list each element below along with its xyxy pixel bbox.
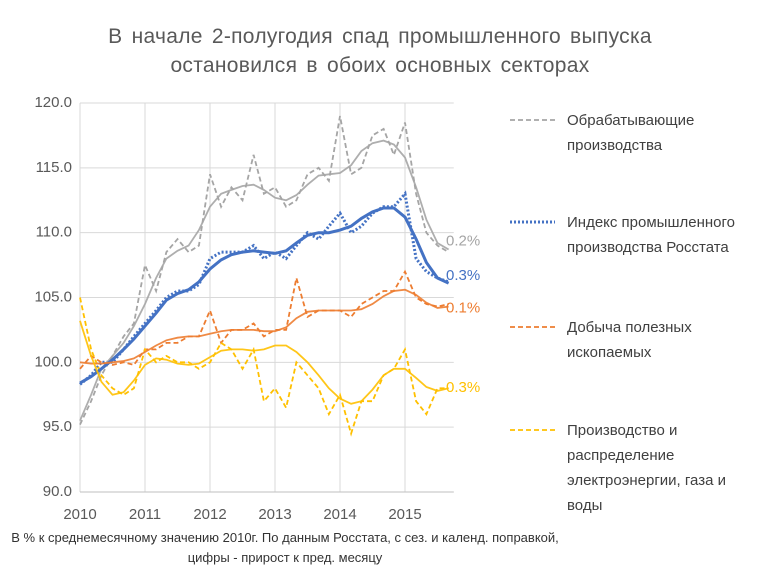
trend-line <box>79 206 450 385</box>
x-tick-label: 2014 <box>323 506 356 523</box>
footnote: В % к среднемесячному значению 2010г. По… <box>11 530 559 565</box>
raw-line <box>79 190 450 386</box>
x-tick-label: 2013 <box>258 506 291 523</box>
y-tick-label: 110.0 <box>36 224 72 241</box>
y-tick-label: 105.0 <box>34 288 72 305</box>
y-tick-label: 115.0 <box>36 159 72 176</box>
trend-line <box>79 288 449 365</box>
legend-label: Добыча полезных ископаемых <box>567 318 692 361</box>
end-label: 0.2% <box>446 232 480 249</box>
end-label: 0.1% <box>446 300 480 317</box>
legend-label: Индекс промышленного производства Росста… <box>567 213 735 256</box>
y-tick-label: 120.0 <box>34 94 72 111</box>
x-tick-label: 2011 <box>129 506 161 523</box>
y-tick-label: 90.0 <box>43 483 72 500</box>
end-label: 0.3% <box>446 267 480 284</box>
chart-title: В начале 2-полугодия спад промышленного … <box>108 25 652 77</box>
legend-label: Производство и распределение электроэнер… <box>567 421 726 514</box>
y-tick-label: 95.0 <box>43 418 72 435</box>
end-label: 0.3% <box>446 379 480 396</box>
x-tick-label: 2015 <box>388 506 421 523</box>
x-tick-label: 2010 <box>63 506 96 523</box>
trend-line <box>79 320 449 405</box>
raw-line <box>79 115 450 425</box>
x-tick-label: 2012 <box>193 506 226 523</box>
legend-label: Обрабатывающие производства <box>567 111 695 154</box>
trend-line <box>79 139 450 422</box>
raw-line <box>79 269 449 370</box>
y-tick-label: 100.0 <box>34 353 72 370</box>
